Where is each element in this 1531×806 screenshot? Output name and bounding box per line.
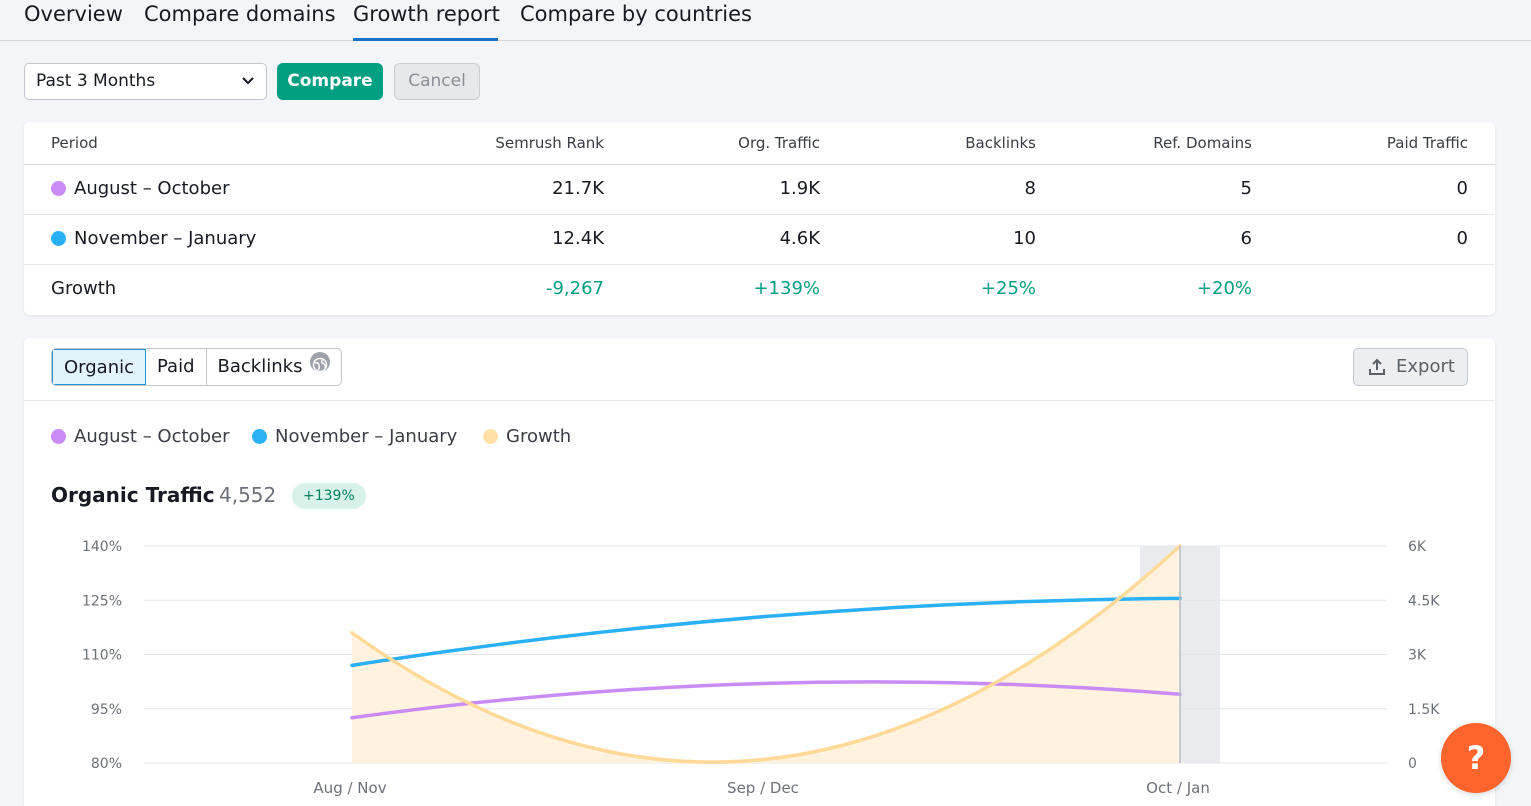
left-axis-tick-label: 95% — [91, 702, 122, 718]
table-row: November – January 12.4K 4.6K 10 6 0 — [24, 215, 1495, 265]
period-select-value: Past 3 Months — [36, 71, 156, 91]
backlinks-cell: 10 — [1013, 228, 1036, 249]
series-dot-icon — [51, 231, 66, 246]
right-axis-tick-label: 0 — [1408, 756, 1417, 772]
tab-backlinks-label: Backlinks — [217, 356, 303, 377]
right-axis-tick-label: 1.5K — [1408, 702, 1440, 718]
legend-dot-icon — [51, 429, 66, 444]
column-header-paid-traffic: Paid Traffic — [1386, 134, 1468, 152]
growth-row: Growth -9,267 +139% +25% +20% — [24, 265, 1495, 315]
period-cell: August – October — [51, 178, 229, 199]
chart-type-tabs: Organic Paid Backlinks — [51, 348, 343, 386]
period-cell: November – January — [51, 228, 256, 249]
growth-semrush-rank: -9,267 — [545, 278, 604, 299]
tab-overview[interactable]: Overview — [24, 2, 123, 26]
column-header-period: Period — [51, 134, 98, 152]
chart-title: Organic Traffic — [51, 483, 215, 507]
growth-ref-domains: +20% — [1196, 278, 1252, 299]
upload-icon — [1369, 358, 1385, 375]
column-header-ref-domains: Ref. Domains — [1153, 134, 1252, 152]
x-axis-tick-label: Oct / Jan — [1146, 779, 1210, 797]
export-button[interactable]: Export — [1353, 348, 1468, 386]
legend-dot-icon — [252, 429, 267, 444]
column-header-org-traffic: Org. Traffic — [738, 134, 820, 152]
tab-compare-domains[interactable]: Compare domains — [144, 2, 336, 26]
semrush-rank-cell: 21.7K — [552, 178, 604, 199]
column-header-backlinks: Backlinks — [965, 134, 1036, 152]
legend-label: August – October — [74, 426, 230, 447]
column-header-semrush-rank: Semrush Rank — [495, 134, 604, 152]
legend-label: November – January — [275, 426, 458, 447]
growth-label: Growth — [51, 278, 117, 299]
left-axis-tick-label: 140% — [82, 539, 122, 555]
tab-backlinks[interactable]: Backlinks — [207, 349, 342, 385]
period-label: November – January — [74, 228, 257, 249]
ref-domains-cell: 6 — [1240, 228, 1252, 249]
left-axis-tick-label: 80% — [91, 756, 122, 772]
cancel-button[interactable]: Cancel — [394, 63, 480, 100]
org-traffic-cell: 1.9K — [779, 178, 820, 199]
series-dot-icon — [51, 181, 66, 196]
org-traffic-cell: 4.6K — [779, 228, 820, 249]
export-label: Export — [1396, 356, 1455, 377]
legend-item[interactable]: Growth — [483, 426, 571, 447]
growth-badge: +139% — [292, 483, 366, 509]
legend-dot-icon — [483, 429, 498, 444]
left-axis-tick-label: 125% — [82, 593, 122, 609]
growth-area — [352, 546, 1180, 763]
period-label: August – October — [74, 178, 230, 199]
paid-traffic-cell: 0 — [1456, 228, 1468, 249]
november-january-series-line — [350, 596, 1182, 668]
growth-table: Period Semrush Rank Org. Traffic Backlin… — [24, 122, 1495, 315]
table-row: August – October 21.7K 1.9K 8 5 0 — [24, 165, 1495, 215]
ref-domains-cell: 5 — [1240, 178, 1252, 199]
chevron-down-icon — [240, 64, 256, 99]
help-button[interactable]: ? — [1441, 723, 1511, 793]
right-axis-tick-label: 6K — [1408, 539, 1427, 555]
legend-item[interactable]: August – October — [51, 426, 229, 447]
tab-growth-report[interactable]: Growth report — [353, 0, 500, 41]
backlinks-cell: 8 — [1024, 178, 1036, 199]
period-select[interactable]: Past 3 Months — [24, 63, 267, 100]
x-axis-tick-label: Sep / Dec — [727, 779, 799, 797]
chart-total-value: 4,552 — [219, 483, 277, 507]
divider — [24, 400, 1495, 401]
globe-icon — [310, 352, 331, 373]
semrush-rank-cell: 12.4K — [552, 228, 604, 249]
growth-series-line — [350, 544, 1182, 764]
right-axis-tick-label: 3K — [1408, 648, 1427, 664]
tab-compare-by-countries[interactable]: Compare by countries — [520, 2, 752, 26]
tab-organic[interactable]: Organic — [52, 349, 147, 385]
left-axis-tick-label: 110% — [82, 648, 122, 664]
table-header: Period Semrush Rank Org. Traffic Backlin… — [24, 122, 1495, 165]
legend-item[interactable]: November – January — [252, 426, 457, 447]
organic-traffic-chart: 140% 6K 125% 4.5K 110% 3K 95% 1.5K 80% 0 Aug / Nov… — [82, 539, 1440, 797]
chart-card: Organic Paid Backlinks Export August – O… — [24, 338, 1495, 806]
growth-org-traffic: +139% — [753, 278, 820, 299]
paid-traffic-cell: 0 — [1456, 178, 1468, 199]
compare-button[interactable]: Compare — [277, 63, 383, 100]
right-axis-tick-label: 4.5K — [1408, 593, 1440, 609]
legend-label: Growth — [506, 426, 572, 447]
tab-paid[interactable]: Paid — [146, 349, 207, 385]
growth-backlinks: +25% — [980, 278, 1036, 299]
report-tabs: Overview Compare domains Growth report C… — [0, 0, 1531, 41]
x-axis-tick-label: Aug / Nov — [313, 779, 386, 797]
